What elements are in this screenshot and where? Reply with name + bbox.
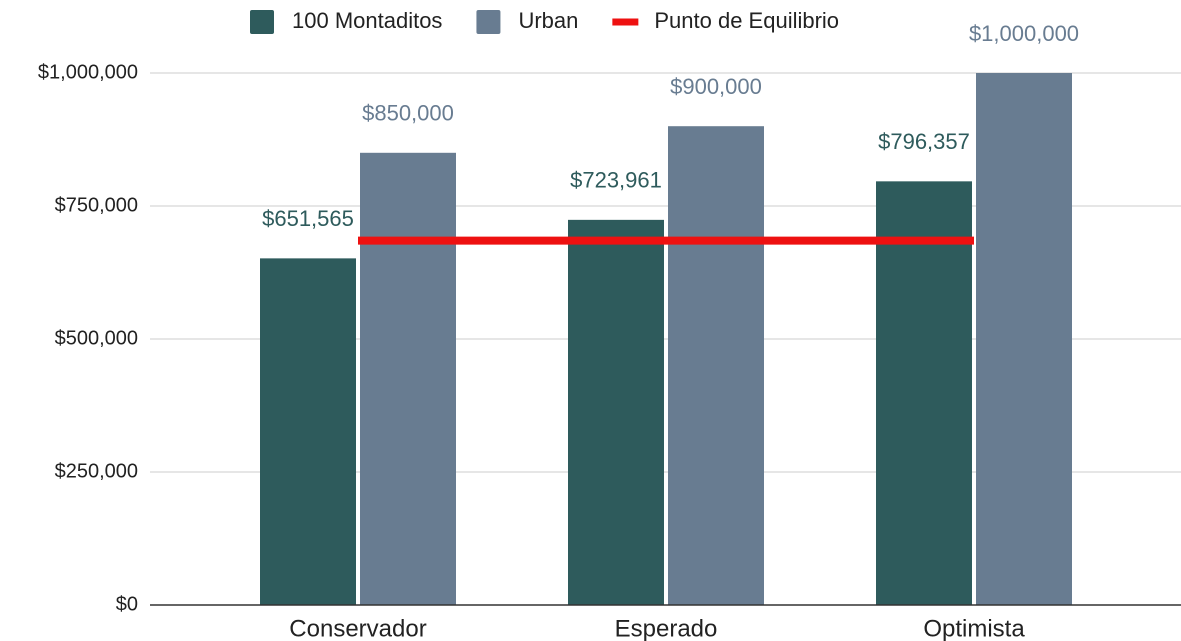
data-label: $900,000 [670,74,762,99]
x-tick-label: Esperado [615,615,718,641]
y-tick-label: $250,000 [55,460,138,482]
data-label: $651,565 [262,206,354,231]
data-label: $796,357 [878,129,970,154]
x-tick-label: Optimista [923,615,1025,641]
y-tick-label: $1,000,000 [38,61,138,83]
bar [668,126,764,605]
data-label: $850,000 [362,101,454,126]
legend-label: 100 Montaditos [292,8,442,33]
y-tick-label: $0 [116,593,138,615]
y-tick-label: $500,000 [55,327,138,349]
legend-swatch [476,10,501,34]
bar [260,258,356,605]
bar [360,152,456,606]
bar [876,181,972,605]
legend-label: Urban [518,8,578,33]
data-label: $723,961 [570,168,662,193]
y-tick-label: $750,000 [55,194,138,216]
legend-swatch [250,10,274,34]
data-label: $1,000,000 [969,21,1079,46]
legend-label: Punto de Equilibrio [654,8,839,33]
x-tick-label: Conservador [289,615,426,641]
bar [568,219,664,605]
bar [976,73,1072,605]
